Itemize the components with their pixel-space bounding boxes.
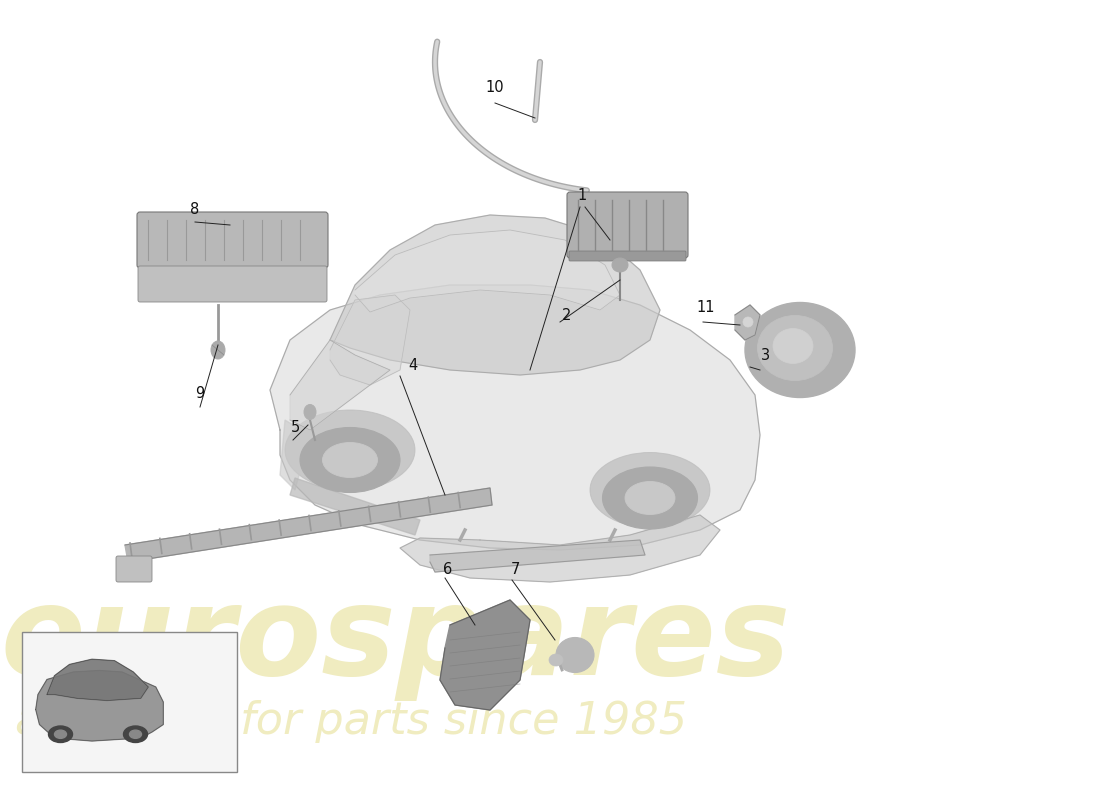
Circle shape (742, 317, 754, 327)
Text: 10: 10 (486, 79, 504, 94)
Text: 3: 3 (760, 349, 770, 363)
Text: 9: 9 (196, 386, 205, 402)
Bar (22, 632, 236, 772)
Polygon shape (47, 659, 148, 701)
Polygon shape (355, 230, 620, 312)
Text: 2: 2 (562, 307, 572, 322)
Ellipse shape (211, 341, 226, 359)
Polygon shape (330, 215, 660, 375)
Ellipse shape (130, 730, 142, 738)
FancyBboxPatch shape (138, 212, 328, 268)
Ellipse shape (745, 302, 855, 398)
Polygon shape (735, 305, 760, 340)
FancyBboxPatch shape (566, 192, 688, 258)
Ellipse shape (48, 726, 73, 742)
Ellipse shape (758, 315, 833, 381)
Text: 6: 6 (443, 562, 452, 578)
Text: eurospares: eurospares (0, 580, 790, 701)
Ellipse shape (612, 258, 628, 272)
Ellipse shape (322, 442, 377, 478)
Ellipse shape (556, 638, 594, 673)
Ellipse shape (55, 730, 66, 738)
FancyBboxPatch shape (569, 251, 686, 261)
Text: 11: 11 (696, 299, 715, 314)
Polygon shape (290, 340, 390, 430)
Polygon shape (330, 295, 410, 385)
Ellipse shape (590, 453, 710, 527)
Text: 7: 7 (510, 562, 519, 578)
Ellipse shape (603, 467, 697, 529)
Text: 4: 4 (408, 358, 418, 374)
FancyBboxPatch shape (138, 266, 327, 302)
Ellipse shape (773, 329, 813, 363)
Text: a passion for parts since 1985: a passion for parts since 1985 (15, 700, 688, 743)
Polygon shape (280, 420, 310, 490)
Text: 8: 8 (190, 202, 199, 218)
Ellipse shape (625, 482, 675, 514)
Ellipse shape (304, 405, 316, 419)
Polygon shape (430, 540, 645, 572)
Polygon shape (290, 478, 420, 535)
Polygon shape (270, 285, 760, 550)
Ellipse shape (549, 654, 563, 666)
Ellipse shape (123, 726, 147, 742)
Ellipse shape (300, 427, 400, 493)
Polygon shape (35, 670, 163, 741)
Ellipse shape (285, 410, 415, 490)
Polygon shape (125, 488, 492, 562)
FancyBboxPatch shape (116, 556, 152, 582)
Text: 5: 5 (290, 421, 299, 435)
Polygon shape (440, 600, 530, 710)
Polygon shape (400, 515, 720, 582)
Text: 1: 1 (578, 187, 586, 202)
